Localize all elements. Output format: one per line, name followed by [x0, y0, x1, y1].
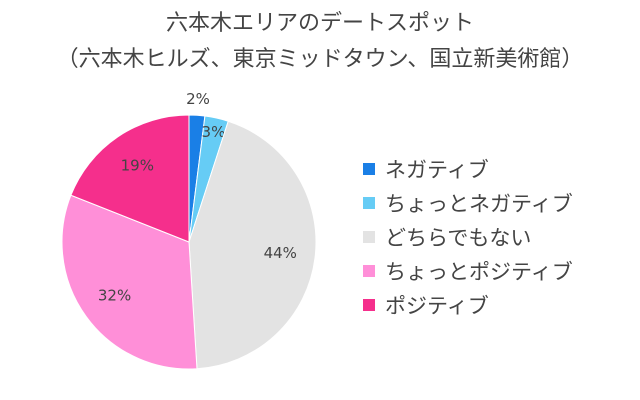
data-label-neutral: 44% — [264, 244, 297, 262]
pie-slice-positive — [70, 114, 190, 243]
chart-legend: ネガティブ ちょっとネガティブ どちらでもない ちょっとポジティブ ポジティブ — [363, 152, 573, 322]
legend-label: ポジティブ — [385, 294, 489, 318]
legend-swatch — [363, 197, 375, 209]
chart-subtitle: （六本木ヒルズ、東京ミッドタウン、国立新美術館） — [56, 47, 584, 72]
data-label-slightly-negative: 3% — [202, 123, 226, 141]
legend-swatch — [363, 265, 375, 277]
pie-slice-slightly-positive — [61, 194, 198, 370]
legend-label: ネガティブ — [385, 158, 489, 182]
legend-swatch — [363, 163, 375, 175]
pie-slice-neutral — [188, 120, 317, 370]
legend-label: どちらでもない — [385, 226, 532, 250]
legend-item-slightly-negative: ちょっとネガティブ — [363, 186, 573, 220]
legend-swatch — [363, 231, 375, 243]
legend-swatch — [363, 299, 375, 311]
legend-item-negative: ネガティブ — [363, 152, 573, 186]
chart-title: 六本木エリアのデートスポット — [165, 11, 474, 36]
data-label-positive: 19% — [121, 156, 154, 174]
data-label-slightly-positive: 32% — [98, 287, 131, 305]
legend-label: ちょっとネガティブ — [385, 192, 573, 216]
legend-item-positive: ポジティブ — [363, 288, 573, 322]
legend-item-neutral: どちらでもない — [363, 220, 573, 254]
data-label-negative: 2% — [186, 90, 210, 108]
legend-label: ちょっとポジティブ — [385, 260, 573, 284]
legend-item-slightly-positive: ちょっとポジティブ — [363, 254, 573, 288]
